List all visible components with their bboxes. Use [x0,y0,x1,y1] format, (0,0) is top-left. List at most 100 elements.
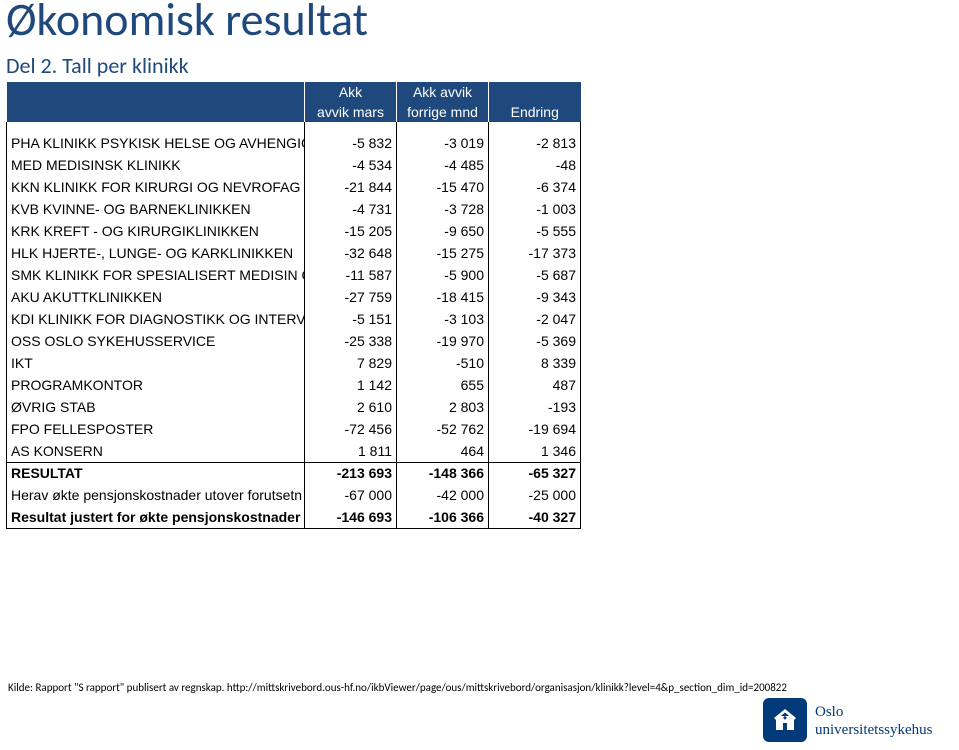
table-row: PHA KLINIKK PSYKISK HELSE OG AVHENGIGHET… [7,132,581,154]
row-label: PHA KLINIKK PSYKISK HELSE OG AVHENGIGHET [7,132,305,154]
row-value: -1 003 [489,198,581,220]
row-value: -9 650 [397,220,489,242]
row-value: 7 829 [305,352,397,374]
row-label: MED MEDISINSK KLINIKK [7,154,305,176]
table-row: KVB KVINNE- OG BARNEKLINIKKEN-4 731-3 72… [7,198,581,220]
row-value: -32 648 [305,242,397,264]
row-label: FPO FELLESPOSTER [7,418,305,440]
table-row: OSS OSLO SYKEHUSSERVICE-25 338-19 970-5 … [7,330,581,352]
row-value: -6 374 [489,176,581,198]
row-value: -5 687 [489,264,581,286]
row-value: -510 [397,352,489,374]
row-value: -25 000 [489,484,581,506]
col-blank-1 [7,82,305,102]
row-label: PROGRAMKONTOR [7,374,305,396]
row-value: -5 900 [397,264,489,286]
row-value: -42 000 [397,484,489,506]
table-body: PHA KLINIKK PSYKISK HELSE OG AVHENGIGHET… [7,122,581,528]
row-value: -2 047 [489,308,581,330]
row-value: -146 693 [305,506,397,528]
table-row: FPO FELLESPOSTER-72 456-52 762-19 694 [7,418,581,440]
table-row: RESULTAT-213 693-148 366-65 327 [7,462,581,484]
row-value: -4 731 [305,198,397,220]
col-akk-2: Akk avvik [397,82,489,102]
row-value: -48 [489,154,581,176]
table-row: KRK KREFT - OG KIRURGIKLINIKKEN-15 205-9… [7,220,581,242]
col-blank-2 [7,102,305,122]
table-row: Resultat justert for økte pensjonskostna… [7,506,581,528]
table-row: IKT7 829-5108 339 [7,352,581,374]
row-label: HLK HJERTE-, LUNGE- OG KARKLINIKKEN [7,242,305,264]
row-label: IKT [7,352,305,374]
row-value: -4 485 [397,154,489,176]
row-label: RESULTAT [7,462,305,484]
row-value: 464 [397,440,489,462]
row-value: -5 151 [305,308,397,330]
table-row: HLK HJERTE-, LUNGE- OG KARKLINIKKEN-32 6… [7,242,581,264]
row-value: -72 456 [305,418,397,440]
row-value: -67 000 [305,484,397,506]
table-row: ØVRIG STAB2 6102 803-193 [7,396,581,418]
row-value: -3 728 [397,198,489,220]
row-value: -21 844 [305,176,397,198]
row-value: -5 555 [489,220,581,242]
row-value: -15 470 [397,176,489,198]
row-value: -27 759 [305,286,397,308]
row-value: -65 327 [489,462,581,484]
row-value: 1 346 [489,440,581,462]
col-endr-1 [489,82,581,102]
table-row: SMK KLINIKK FOR SPESIALISERT MEDISIN OG-… [7,264,581,286]
table-row: MED MEDISINSK KLINIKK-4 534-4 485-48 [7,154,581,176]
table-header: Akk Akk avvik avvik mars forrige mnd End… [7,82,581,122]
row-value: -17 373 [489,242,581,264]
row-value: -5 832 [305,132,397,154]
row-label: KKN KLINIKK FOR KIRURGI OG NEVROFAG [7,176,305,198]
col-endring: Endring [489,102,581,122]
row-value: -15 275 [397,242,489,264]
col-avvik: avvik mars [305,102,397,122]
row-value: -106 366 [397,506,489,528]
logo-badge [763,698,807,742]
table-row: PROGRAMKONTOR1 142655487 [7,374,581,396]
row-value: 2 803 [397,396,489,418]
row-label: KDI KLINIKK FOR DIAGNOSTIKK OG INTERVEN [7,308,305,330]
row-value: -40 327 [489,506,581,528]
row-label: AKU AKUTTKLINIKKEN [7,286,305,308]
page-title: Økonomisk resultat [6,0,368,48]
row-value: -25 338 [305,330,397,352]
row-label: Resultat justert for økte pensjonskostna… [7,506,305,528]
source-citation: Kilde: Rapport "S rapport" publisert av … [8,681,787,694]
row-value: -3 019 [397,132,489,154]
oslo-hospital-logo: Oslo universitetssykehus [763,698,945,742]
col-akk-1: Akk [305,82,397,102]
row-value: -213 693 [305,462,397,484]
logo-text-line2: universitetssykehus [815,723,933,738]
row-value: -5 369 [489,330,581,352]
row-label: AS KONSERN [7,440,305,462]
row-value: -19 694 [489,418,581,440]
row-value: 8 339 [489,352,581,374]
table-row: Herav økte pensjonskostnader utover foru… [7,484,581,506]
row-value: -2 813 [489,132,581,154]
row-value: -4 534 [305,154,397,176]
table-row: KKN KLINIKK FOR KIRURGI OG NEVROFAG-21 8… [7,176,581,198]
table-row: KDI KLINIKK FOR DIAGNOSTIKK OG INTERVEN-… [7,308,581,330]
row-value: -9 343 [489,286,581,308]
results-table: Akk Akk avvik avvik mars forrige mnd End… [6,82,581,529]
row-value: 655 [397,374,489,396]
row-value: -19 970 [397,330,489,352]
row-label: Herav økte pensjonskostnader utover foru… [7,484,305,506]
logo-text-line1: Oslo [815,705,843,720]
row-label: ØVRIG STAB [7,396,305,418]
row-label: KRK KREFT - OG KIRURGIKLINIKKEN [7,220,305,242]
row-label: KVB KVINNE- OG BARNEKLINIKKEN [7,198,305,220]
row-value: -11 587 [305,264,397,286]
row-value: -193 [489,396,581,418]
row-value: -3 103 [397,308,489,330]
row-value: -148 366 [397,462,489,484]
page-subtitle: Del 2. Tall per klinikk [6,52,189,79]
row-label: OSS OSLO SYKEHUSSERVICE [7,330,305,352]
table-row: AKU AKUTTKLINIKKEN-27 759-18 415-9 343 [7,286,581,308]
row-label: SMK KLINIKK FOR SPESIALISERT MEDISIN OG [7,264,305,286]
col-forrige: forrige mnd [397,102,489,122]
